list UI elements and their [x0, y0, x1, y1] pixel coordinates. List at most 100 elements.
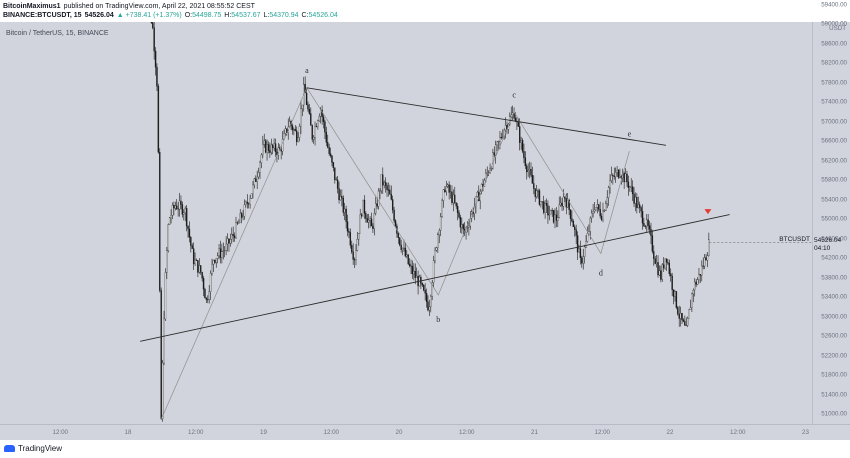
- candle-body: [425, 293, 428, 302]
- candle-body: [530, 169, 532, 176]
- candle-body: [523, 151, 525, 159]
- price-change: ▲ +738.41 (+1.37%): [116, 12, 182, 19]
- candle-body: [339, 196, 342, 201]
- candle-body: [293, 129, 295, 131]
- candle-body: [152, 22, 154, 28]
- candle-body: [411, 266, 414, 275]
- candle-body: [664, 258, 666, 269]
- candle-body: [382, 174, 384, 186]
- candle-body: [314, 126, 316, 138]
- candle-body: [273, 143, 275, 149]
- candle-body: [324, 121, 326, 133]
- candle-body: [437, 234, 439, 248]
- candle-body: [177, 208, 179, 210]
- candle-body: [399, 237, 401, 246]
- candle-body: [225, 243, 227, 251]
- price-axis[interactable]: USDT 50600.0051000.0051400.0051800.00522…: [812, 1, 850, 437]
- candle-body: [644, 225, 647, 227]
- candle-body: [335, 179, 337, 181]
- price-tick-label: 58600.00: [821, 40, 847, 48]
- candle-body: [332, 162, 335, 168]
- candle-body: [180, 200, 182, 205]
- candle-body: [613, 175, 615, 177]
- candle-body: [631, 186, 634, 195]
- candle-body: [538, 190, 541, 205]
- price-tick-label: 56200.00: [821, 157, 847, 165]
- candle-body: [150, 22, 153, 23]
- candle-body: [541, 201, 543, 203]
- price-tick-label: 51800.00: [821, 371, 847, 379]
- candle-body: [224, 250, 226, 252]
- candle-body: [400, 244, 402, 250]
- candle-body: [585, 241, 587, 248]
- tradingview-cloud-icon: [4, 445, 15, 452]
- candle-body: [250, 193, 253, 199]
- current-price-value: 54526.04: [814, 237, 842, 244]
- candle-body: [355, 250, 357, 260]
- candle-body: [562, 196, 565, 207]
- candle-body: [353, 259, 356, 261]
- candle-body: [176, 205, 178, 209]
- candle-body: [312, 137, 315, 140]
- candle-body: [448, 184, 450, 193]
- low-value: 54370.94: [269, 12, 299, 19]
- candle-body: [545, 203, 548, 206]
- time-tick-label: 12:00: [188, 429, 204, 436]
- candle-body: [366, 218, 368, 223]
- time-tick-label: 12:00: [730, 429, 746, 436]
- candle-body: [565, 198, 567, 208]
- wave-label-d: d: [599, 268, 603, 277]
- tradingview-logo[interactable]: TradingView: [4, 444, 62, 453]
- candle-body: [246, 201, 248, 204]
- candle-body: [451, 191, 453, 203]
- candle-body: [240, 213, 243, 218]
- candle-body: [654, 258, 656, 264]
- candle-body: [568, 199, 570, 210]
- candle-body: [346, 221, 349, 232]
- candle-body: [156, 66, 158, 87]
- candle-body: [493, 152, 496, 156]
- candle-body: [257, 172, 260, 178]
- candle-body: [408, 263, 411, 266]
- candle-body: [410, 265, 412, 267]
- candle-body: [404, 247, 407, 257]
- candle-body: [533, 183, 535, 189]
- candle-body: [547, 205, 549, 216]
- candle-body: [164, 272, 167, 320]
- chart-plot-area[interactable]: Bitcoin / TetherUS, 15, BINANCE a b c d e: [0, 22, 812, 424]
- candle-body: [370, 218, 373, 227]
- wave-label-e: e: [628, 130, 632, 139]
- candle-body: [304, 84, 306, 94]
- candle-body: [681, 312, 683, 321]
- candle-body: [301, 104, 304, 109]
- candle-body: [192, 248, 195, 265]
- author-name[interactable]: BitcoinMaximus1: [3, 3, 61, 10]
- candle-body: [297, 137, 299, 142]
- candle-body: [270, 144, 272, 153]
- time-axis[interactable]: 12:00 18 12:00 19 12:00 20 12:00 21 12:00 22 12:00…: [0, 424, 850, 440]
- time-tick-label: 12:00: [594, 429, 610, 436]
- candle-body: [634, 196, 637, 204]
- candle-body: [394, 220, 397, 227]
- candle-body: [178, 200, 181, 210]
- candle-body: [643, 223, 645, 227]
- candle-body: [262, 143, 264, 156]
- candle-body: [534, 188, 536, 198]
- candle-body: [215, 258, 217, 263]
- candle-body: [363, 199, 366, 214]
- candle-body: [502, 136, 504, 138]
- candle-body: [636, 196, 638, 208]
- candle-body: [300, 108, 302, 127]
- price-tick-label: 53400.00: [821, 293, 847, 301]
- candle-body: [637, 204, 639, 208]
- trendline-upper: [306, 87, 667, 146]
- candle-body: [264, 140, 267, 153]
- price-tick-label: 52200.00: [821, 352, 847, 360]
- candle-body: [358, 233, 360, 240]
- trendline-lower: [140, 214, 730, 342]
- candle-body: [504, 125, 507, 131]
- candle-body: [619, 176, 621, 178]
- candle-body: [406, 254, 408, 257]
- candle-body: [586, 233, 589, 242]
- symbol-name[interactable]: BINANCE:BTCUSDT, 15: [3, 12, 82, 19]
